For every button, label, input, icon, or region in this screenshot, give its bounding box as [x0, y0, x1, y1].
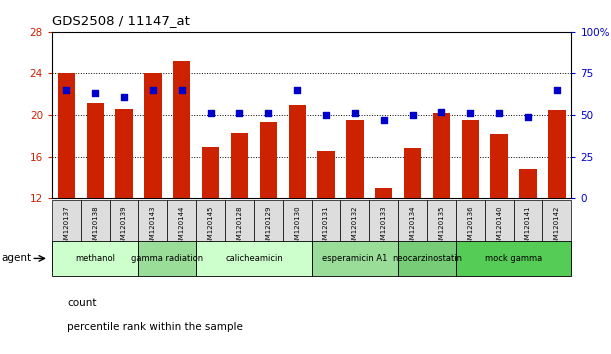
Point [552, 87, 562, 93]
Text: percentile rank within the sample: percentile rank within the sample [67, 322, 243, 332]
Bar [312, 241, 398, 276]
Bar [115, 109, 133, 198]
Point [90, 91, 100, 96]
Text: GSM120140: GSM120140 [496, 206, 502, 248]
Point [437, 109, 447, 115]
Text: GSM120142: GSM120142 [554, 206, 560, 248]
Bar [398, 200, 427, 271]
Text: calicheamicin: calicheamicin [225, 254, 283, 263]
Text: count: count [67, 298, 97, 308]
Bar [254, 200, 283, 271]
Point [466, 110, 475, 116]
Text: mock gamma: mock gamma [485, 254, 542, 263]
Point [494, 110, 504, 116]
Point [235, 110, 244, 116]
Bar [81, 200, 109, 271]
Bar [462, 120, 479, 198]
Bar [144, 74, 161, 198]
Point [177, 87, 187, 93]
Point [119, 94, 129, 99]
Text: GSM120131: GSM120131 [323, 206, 329, 248]
Bar [139, 200, 167, 271]
Text: GSM120145: GSM120145 [208, 206, 214, 248]
Text: GSM120141: GSM120141 [525, 206, 531, 248]
Bar [225, 200, 254, 271]
Text: GSM120135: GSM120135 [439, 206, 444, 248]
Text: agent: agent [1, 253, 31, 263]
Bar [196, 200, 225, 271]
Bar [317, 152, 335, 198]
Bar [283, 200, 312, 271]
Bar [139, 241, 196, 276]
Bar [202, 147, 219, 198]
Bar [404, 148, 421, 198]
Bar [87, 103, 104, 198]
Point [62, 87, 71, 93]
Point [321, 112, 331, 118]
Bar [288, 105, 306, 198]
Bar [173, 61, 191, 198]
Point [523, 114, 533, 120]
Text: GSM120134: GSM120134 [409, 206, 415, 248]
Text: esperamicin A1: esperamicin A1 [322, 254, 387, 263]
Bar [109, 200, 139, 271]
Text: GSM120128: GSM120128 [236, 206, 243, 248]
Bar [346, 120, 364, 198]
Bar [427, 200, 456, 271]
Point [292, 87, 302, 93]
Bar [485, 200, 514, 271]
Text: GSM120143: GSM120143 [150, 206, 156, 248]
Bar [456, 200, 485, 271]
Text: GSM120133: GSM120133 [381, 206, 387, 248]
Bar [456, 241, 571, 276]
Text: GSM120129: GSM120129 [265, 206, 271, 248]
Point [263, 110, 273, 116]
Bar [375, 188, 392, 198]
Text: GSM120136: GSM120136 [467, 206, 474, 248]
Bar [519, 169, 536, 198]
Bar [340, 200, 369, 271]
Point [206, 110, 216, 116]
Bar [548, 110, 566, 198]
Text: GSM120139: GSM120139 [121, 206, 127, 248]
Point [148, 87, 158, 93]
Point [408, 112, 417, 118]
Bar [260, 122, 277, 198]
Text: gamma radiation: gamma radiation [131, 254, 203, 263]
Bar [543, 200, 571, 271]
Bar [433, 113, 450, 198]
Bar [491, 134, 508, 198]
Text: GSM120138: GSM120138 [92, 206, 98, 248]
Bar [57, 74, 75, 198]
Bar [167, 200, 196, 271]
Point [379, 117, 389, 123]
Text: GSM120130: GSM120130 [294, 206, 300, 248]
Text: methanol: methanol [75, 254, 115, 263]
Bar [196, 241, 312, 276]
Bar [231, 133, 248, 198]
Text: GSM120137: GSM120137 [64, 206, 70, 248]
Text: neocarzinostatin: neocarzinostatin [392, 254, 462, 263]
Point [350, 110, 360, 116]
Bar [52, 241, 139, 276]
Bar [369, 200, 398, 271]
Text: GSM120132: GSM120132 [352, 206, 358, 248]
Text: GSM120144: GSM120144 [179, 206, 185, 248]
Text: GDS2508 / 11147_at: GDS2508 / 11147_at [52, 14, 190, 27]
Bar [398, 241, 456, 276]
Bar [514, 200, 543, 271]
Bar [52, 200, 81, 271]
Bar [312, 200, 340, 271]
